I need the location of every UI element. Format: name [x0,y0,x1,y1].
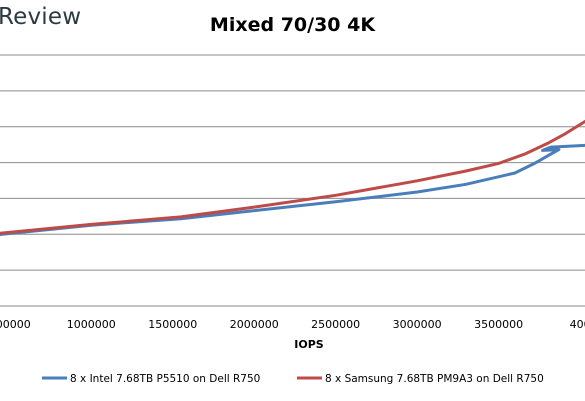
gridlines [0,54,585,307]
series-line-1 [0,143,585,236]
chart-title: Mixed 70/30 4K [209,14,376,36]
x-tick-label: 3000000 [393,318,442,331]
legend-label: 8 x Samsung 7.68TB PM9A3 on Dell R750 [325,373,544,385]
legend-label: 8 x Intel 7.68TB P5510 on Dell R750 [70,373,260,385]
x-tick-label: 1000000 [67,318,116,331]
x-tick-label: 3500000 [474,318,523,331]
x-tick-label: 2500000 [311,318,360,331]
legend: 8 x Intel 7.68TB P5510 on Dell R750 8 x S… [42,373,544,385]
series-line-2 [0,120,585,235]
x-tick-labels: 500000 1000000 1500000 2000000 2500000 300000… [0,318,585,331]
brand-logo-text: Review [0,4,82,30]
x-tick-label: 2000000 [230,318,279,331]
series-lines [0,120,585,236]
x-tick-label: 500000 [0,318,31,331]
x-tick-label: 1500000 [148,318,197,331]
x-axis-label: IOPS [294,338,324,351]
x-tick-label: 400 [570,318,585,331]
